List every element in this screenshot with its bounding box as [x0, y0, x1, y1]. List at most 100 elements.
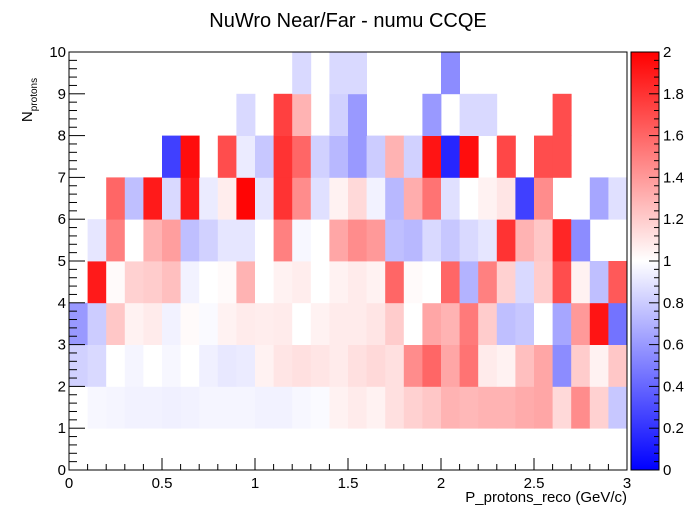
- heatmap-cell: [273, 428, 293, 471]
- heatmap-cell: [571, 386, 591, 429]
- z-tick-label: 1.8: [663, 86, 684, 103]
- heatmap-cell: [496, 302, 516, 345]
- heatmap-cell: [217, 135, 237, 178]
- heatmap-cell: [106, 428, 126, 471]
- heatmap-cell: [608, 302, 628, 345]
- heatmap-cell: [552, 261, 572, 304]
- heatmap-cell: [143, 177, 163, 220]
- z-tick-label: 2: [663, 44, 671, 61]
- heatmap-cell: [143, 428, 163, 471]
- heatmap-cell: [273, 219, 293, 262]
- heatmap-cell: [441, 344, 460, 387]
- heatmap-cell: [273, 302, 293, 345]
- heatmap-cell: [143, 302, 163, 345]
- heatmap-cell: [608, 344, 628, 387]
- heatmap-cell: [571, 428, 591, 471]
- heatmap-cell: [124, 261, 144, 304]
- heatmap-cell: [106, 344, 126, 387]
- heatmap-cell: [589, 344, 609, 387]
- heatmap-cell: [348, 428, 367, 471]
- heatmap-cell: [255, 177, 274, 220]
- heatmap-cell: [329, 302, 349, 345]
- heatmap-cell: [180, 302, 200, 345]
- heatmap-cell: [310, 344, 330, 387]
- heatmap-cell: [199, 428, 219, 471]
- heatmap-cell: [310, 219, 330, 262]
- heatmap-cell: [478, 93, 498, 136]
- heatmap-cell: [366, 428, 386, 471]
- heatmap-cell: [422, 302, 442, 345]
- heatmap-cell: [236, 219, 256, 262]
- heatmap-cell: [589, 261, 609, 304]
- heatmap-cell: [571, 219, 591, 262]
- heatmap-cell: [348, 177, 367, 220]
- x-tick-label: 1: [251, 475, 259, 492]
- heatmap-cell: [496, 344, 516, 387]
- color-scale-axis: 0 0.2 0.4 0.6 0.8 1 1.2 1.4 1.6 1.8 2: [649, 44, 684, 479]
- heatmap-cell: [385, 344, 405, 387]
- heatmap-cell: [534, 219, 553, 262]
- heatmap-cell: [403, 428, 423, 471]
- heatmap-cell: [292, 177, 312, 220]
- x-tick-label: 2.5: [524, 475, 545, 492]
- x-axis: 0 0.5 1 1.5 2 2.5 3: [65, 458, 631, 492]
- x-tick-label: 0.5: [152, 475, 173, 492]
- x-tick-label: 3: [623, 475, 631, 492]
- heatmap-cell: [273, 261, 293, 304]
- heatmap-cell: [255, 261, 274, 304]
- z-tick-label: 0.2: [663, 420, 684, 437]
- heatmap-cell: [255, 344, 274, 387]
- heatmap-cell: [255, 135, 274, 178]
- heatmap-cell: [329, 219, 349, 262]
- heatmap-cell: [87, 302, 107, 345]
- heatmap-cell: [385, 428, 405, 471]
- heatmap-cell: [422, 261, 442, 304]
- heatmap-cell: [310, 428, 330, 471]
- heatmap-cell: [124, 219, 144, 262]
- heatmap-cell: [87, 344, 107, 387]
- heatmap-cell: [552, 135, 572, 178]
- heatmap-cell: [496, 386, 516, 429]
- heatmap-cell: [478, 261, 498, 304]
- heatmap-cell: [124, 302, 144, 345]
- heatmap-cell: [403, 344, 423, 387]
- heatmap-cell: [366, 177, 386, 220]
- heatmap-cell: [385, 302, 405, 345]
- y-tick-label: 9: [58, 86, 66, 103]
- y-axis-label-sub: protons: [29, 78, 40, 111]
- heatmap-cell: [124, 344, 144, 387]
- heatmap-cell: [162, 344, 181, 387]
- y-axis-label: Nprotons: [19, 78, 40, 122]
- heatmap-cell: [422, 386, 442, 429]
- heatmap-cell: [459, 177, 479, 220]
- heatmap-cell: [255, 428, 274, 471]
- z-tick-label: 0.4: [663, 378, 684, 395]
- heatmap-cell: [255, 302, 274, 345]
- heatmap-cell: [199, 302, 219, 345]
- heatmap-cell: [608, 428, 628, 471]
- heatmap-cell: [217, 386, 237, 429]
- heatmap-cell: [273, 93, 293, 136]
- z-tick-label: 1.2: [663, 211, 684, 228]
- heatmap-cell: [162, 302, 181, 345]
- heatmap-cell: [441, 261, 460, 304]
- heatmap-cell: [106, 302, 126, 345]
- heatmap-cell: [348, 261, 367, 304]
- heatmap-cell: [348, 302, 367, 345]
- heatmap-cell: [534, 344, 553, 387]
- heatmap-cell: [236, 344, 256, 387]
- heatmap-cell: [515, 386, 535, 429]
- heatmap-cell: [589, 302, 609, 345]
- y-tick-label: 2: [58, 378, 66, 395]
- heatmap-cell: [180, 386, 200, 429]
- x-tick-label: 0: [65, 475, 73, 492]
- heatmap-cell: [403, 261, 423, 304]
- heatmap-cell: [385, 177, 405, 220]
- heatmap-cell: [422, 135, 442, 178]
- heatmap-cell: [162, 386, 181, 429]
- heatmap-cell: [515, 428, 535, 471]
- heatmap-cell: [422, 428, 442, 471]
- heatmap-cell: [459, 135, 479, 178]
- heatmap-cell: [273, 177, 293, 220]
- heatmap-cell: [329, 177, 349, 220]
